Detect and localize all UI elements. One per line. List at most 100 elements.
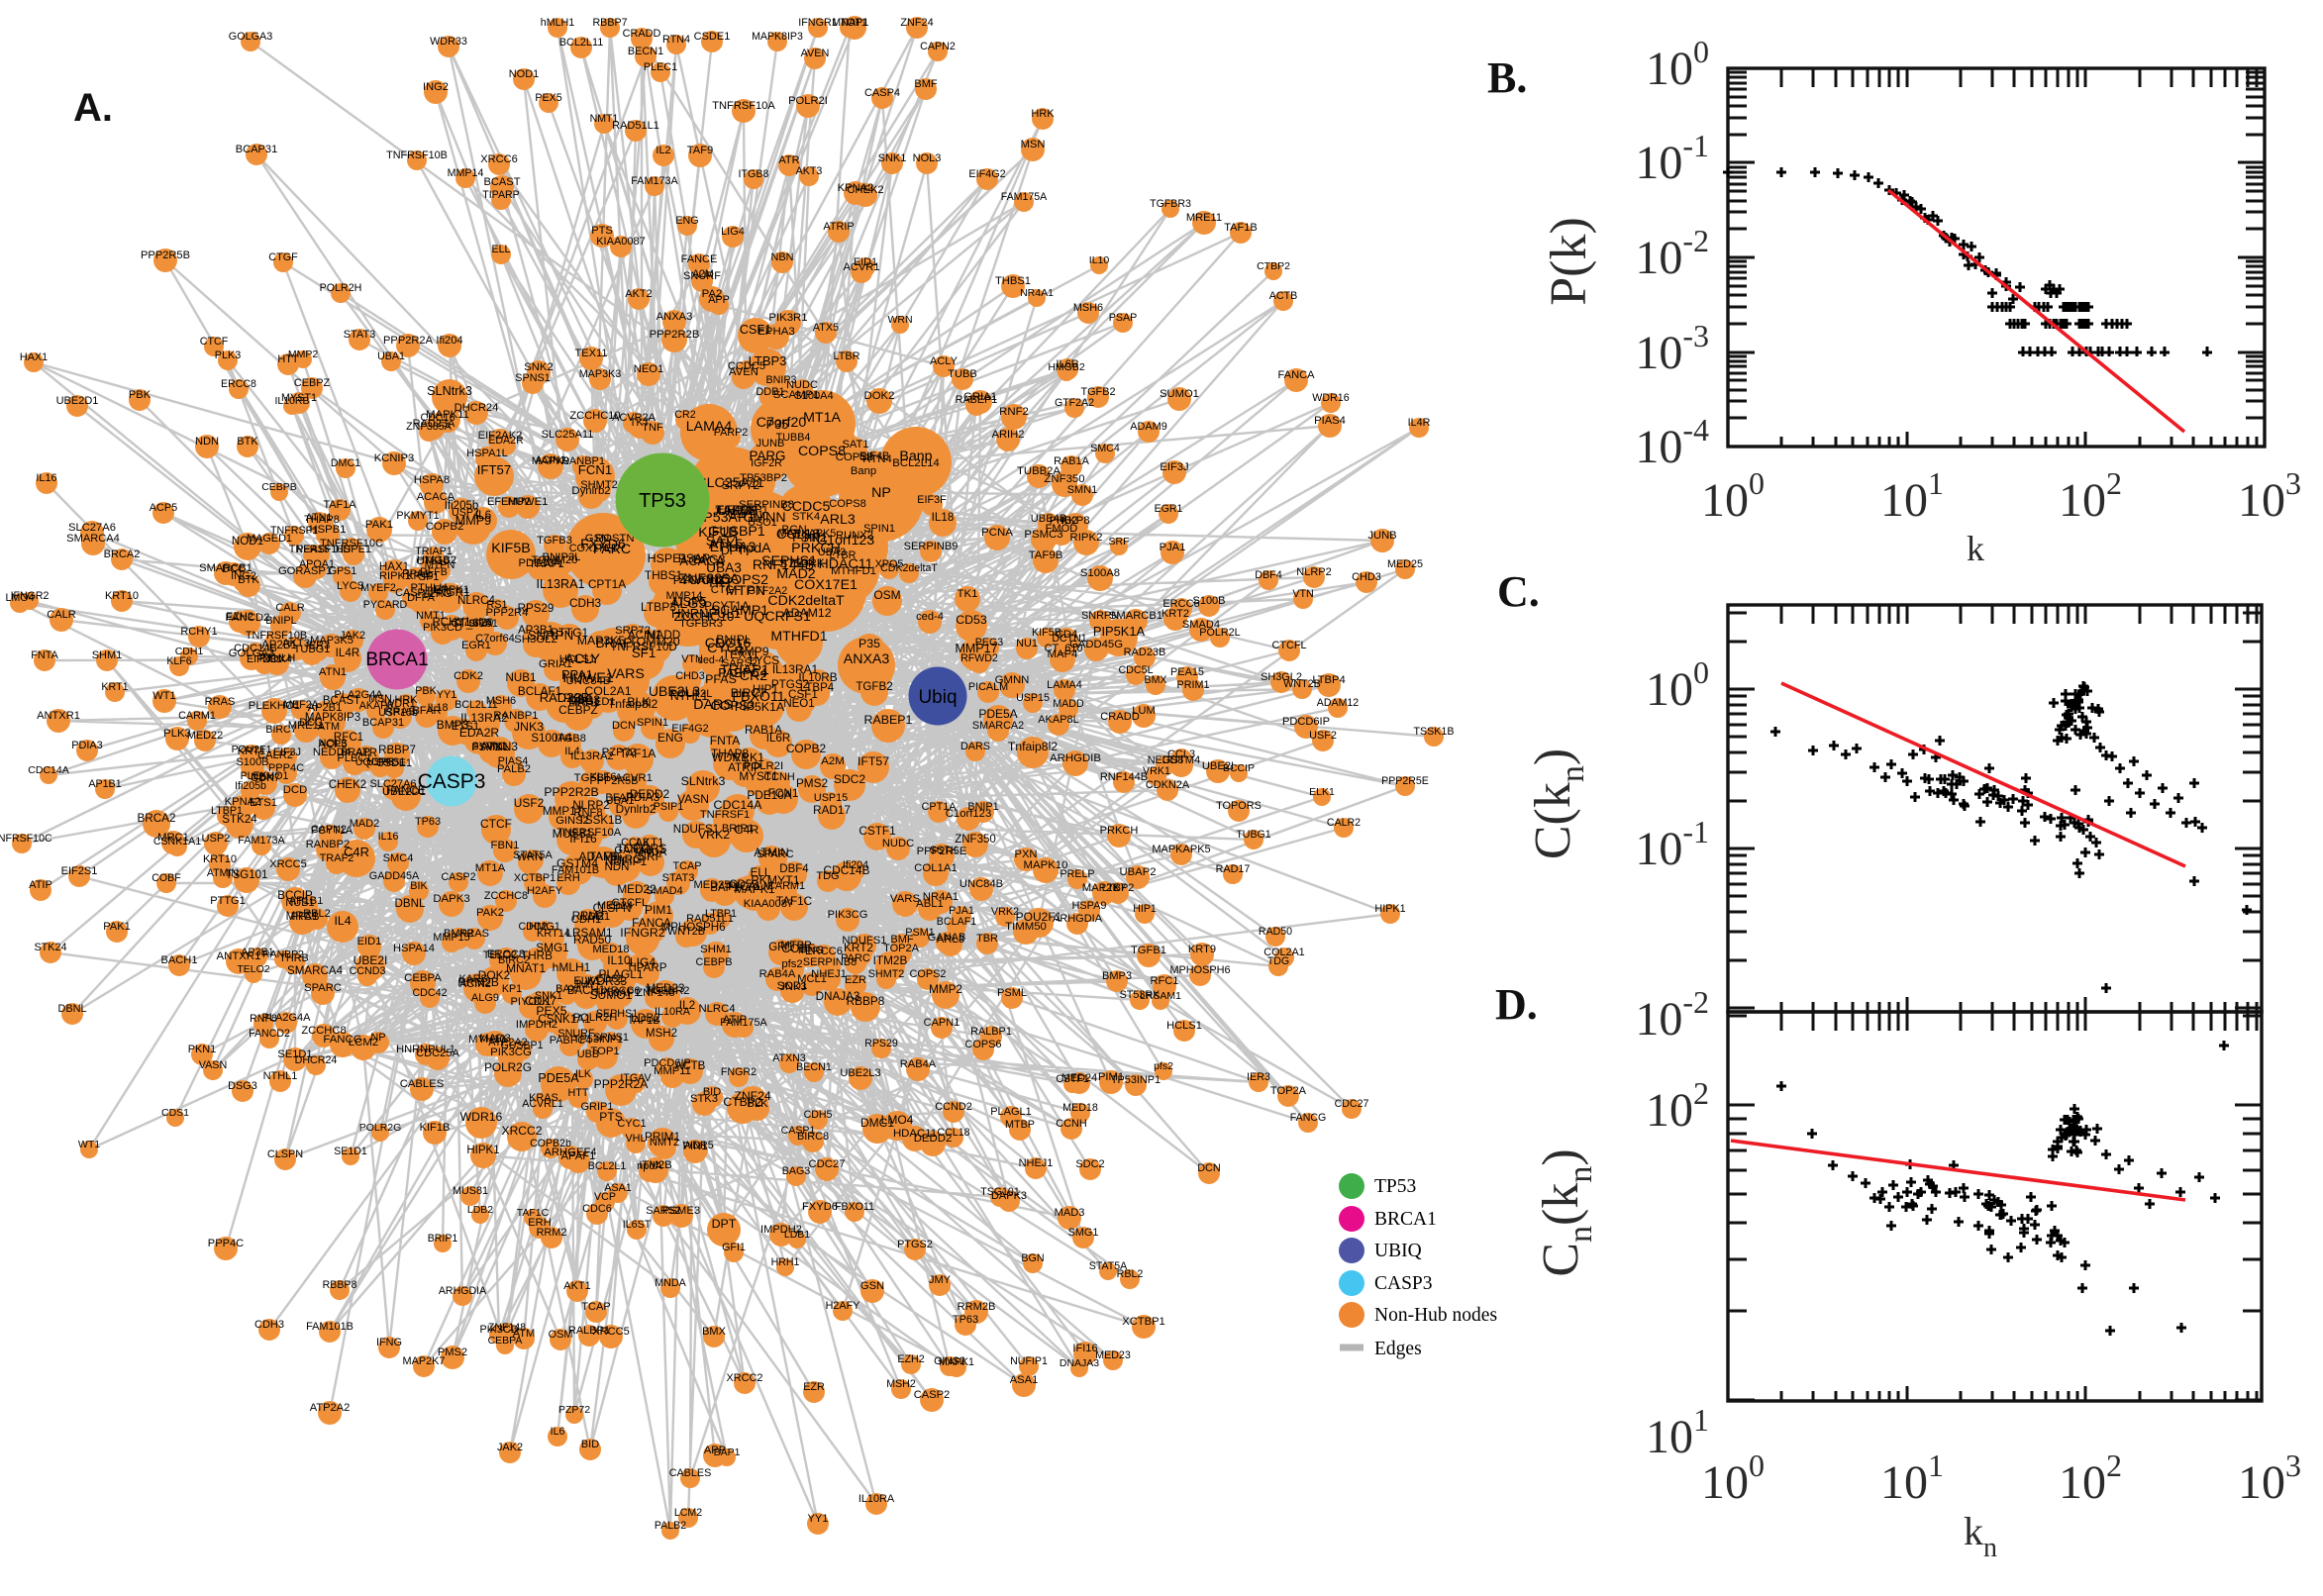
svg-text:DEDD2: DEDD2 bbox=[630, 787, 670, 801]
svg-text:RRAS: RRAS bbox=[384, 706, 415, 718]
svg-text:S100A4: S100A4 bbox=[794, 390, 833, 402]
svg-text:AKT3: AKT3 bbox=[282, 638, 310, 649]
svg-text:POLR2L: POLR2L bbox=[1199, 627, 1240, 639]
svg-text:P(k): P(k) bbox=[1541, 217, 1597, 306]
svg-text:Tnfaip8l2: Tnfaip8l2 bbox=[608, 697, 658, 711]
svg-text:PCYT1A: PCYT1A bbox=[311, 825, 354, 837]
svg-text:FBXO11: FBXO11 bbox=[835, 1201, 874, 1213]
svg-text:GSN: GSN bbox=[860, 1280, 884, 1292]
svg-text:Edges: Edges bbox=[1374, 1339, 1422, 1359]
svg-text:MRC1: MRC1 bbox=[286, 910, 319, 923]
svg-text:RRM2B: RRM2B bbox=[457, 975, 499, 989]
svg-text:ATP2A2: ATP2A2 bbox=[488, 1037, 527, 1048]
svg-text:TGFB1: TGFB1 bbox=[574, 772, 611, 784]
svg-text:PSME3: PSME3 bbox=[662, 1205, 700, 1217]
svg-text:FNGR2: FNGR2 bbox=[721, 1066, 757, 1078]
svg-text:IMPDH2: IMPDH2 bbox=[760, 1224, 802, 1236]
svg-text:PSM1: PSM1 bbox=[905, 927, 934, 939]
svg-text:CRADD: CRADD bbox=[1100, 711, 1140, 723]
svg-text:H2AFY: H2AFY bbox=[527, 885, 563, 897]
svg-text:PRKCH: PRKCH bbox=[791, 541, 841, 556]
svg-text:TUBB2A: TUBB2A bbox=[1017, 465, 1060, 477]
svg-text:ELL: ELL bbox=[491, 244, 510, 255]
svg-text:VARS: VARS bbox=[607, 666, 645, 682]
svg-text:KRT2: KRT2 bbox=[1162, 608, 1189, 620]
svg-text:HCLS1: HCLS1 bbox=[1166, 1020, 1202, 1032]
svg-text:C4R: C4R bbox=[344, 845, 369, 859]
svg-text:FCN1: FCN1 bbox=[768, 786, 799, 800]
svg-text:UNC84B: UNC84B bbox=[960, 878, 1003, 890]
svg-text:GFI1: GFI1 bbox=[722, 1242, 746, 1253]
svg-text:MAD2: MAD2 bbox=[350, 818, 380, 830]
svg-text:RFWD2: RFWD2 bbox=[960, 652, 998, 664]
svg-text:SCAMP1: SCAMP1 bbox=[773, 389, 819, 401]
svg-text:HNRNPUL1: HNRNPUL1 bbox=[396, 1044, 455, 1055]
svg-text:STAT3: STAT3 bbox=[344, 329, 376, 341]
svg-text:ced-4: ced-4 bbox=[916, 611, 944, 623]
svg-text:CDC27: CDC27 bbox=[808, 1158, 845, 1170]
svg-text:THAP8: THAP8 bbox=[304, 514, 340, 526]
svg-text:ANTXR1: ANTXR1 bbox=[37, 710, 80, 722]
svg-text:ST53RK: ST53RK bbox=[1120, 989, 1162, 1001]
svg-text:COPB2b: COPB2b bbox=[530, 1138, 571, 1149]
svg-text:OSM: OSM bbox=[873, 588, 900, 602]
svg-text:LDB1: LDB1 bbox=[582, 911, 610, 923]
svg-text:MAPK9: MAPK9 bbox=[532, 455, 570, 467]
svg-text:MEF2A: MEF2A bbox=[283, 699, 319, 711]
svg-text:APAF1: APAF1 bbox=[561, 1150, 596, 1162]
svg-text:ADAM12: ADAM12 bbox=[1317, 697, 1359, 709]
svg-text:YY1: YY1 bbox=[808, 1513, 829, 1525]
svg-text:CEBPA: CEBPA bbox=[488, 1335, 523, 1347]
svg-text:ANXA3: ANXA3 bbox=[656, 311, 693, 323]
svg-text:PPP4C: PPP4C bbox=[208, 1238, 244, 1249]
svg-text:MYST1: MYST1 bbox=[739, 769, 777, 783]
svg-text:BID: BID bbox=[703, 1086, 721, 1098]
svg-text:KIAA0087: KIAA0087 bbox=[744, 898, 793, 910]
svg-text:NMT1: NMT1 bbox=[590, 113, 619, 125]
svg-text:SERPINB8: SERPINB8 bbox=[739, 499, 794, 511]
svg-text:UNC84B: UNC84B bbox=[566, 675, 611, 687]
svg-text:NOX4: NOX4 bbox=[262, 653, 292, 665]
svg-text:PLEKHO1: PLEKHO1 bbox=[249, 700, 301, 712]
svg-text:PMS2: PMS2 bbox=[796, 776, 828, 790]
svg-text:IL16: IL16 bbox=[378, 831, 399, 843]
svg-text:BECN1: BECN1 bbox=[628, 46, 663, 57]
svg-text:BID: BID bbox=[581, 1439, 599, 1450]
svg-text:CRADD: CRADD bbox=[623, 28, 661, 40]
svg-text:MT1A: MT1A bbox=[803, 410, 841, 426]
svg-text:CYC1: CYC1 bbox=[707, 641, 745, 656]
svg-text:DAPK3: DAPK3 bbox=[433, 893, 469, 905]
svg-text:ACTB: ACTB bbox=[675, 1060, 706, 1072]
svg-text:ATMIN: ATMIN bbox=[207, 867, 239, 879]
svg-text:RBBP8: RBBP8 bbox=[323, 1279, 357, 1291]
svg-text:NEDD4: NEDD4 bbox=[313, 747, 351, 758]
svg-text:AP2B1: AP2B1 bbox=[261, 640, 297, 651]
svg-text:MSH6: MSH6 bbox=[486, 695, 516, 707]
svg-text:MSN: MSN bbox=[1021, 139, 1046, 150]
svg-text:PAK1: PAK1 bbox=[103, 921, 131, 933]
svg-text:ARL3: ARL3 bbox=[820, 512, 856, 528]
svg-text:IFNGR2: IFNGR2 bbox=[620, 926, 665, 940]
svg-text:CSNK1A1: CSNK1A1 bbox=[153, 836, 201, 848]
svg-text:HRK: HRK bbox=[1031, 108, 1055, 120]
svg-text:FBN1: FBN1 bbox=[491, 840, 520, 851]
svg-text:PALB2: PALB2 bbox=[497, 763, 531, 775]
svg-text:PEA15: PEA15 bbox=[296, 544, 330, 555]
svg-text:COL2A1: COL2A1 bbox=[584, 684, 631, 698]
svg-text:TP53: TP53 bbox=[1374, 1176, 1416, 1197]
svg-text:IL18: IL18 bbox=[428, 702, 449, 714]
svg-text:ERCC6: ERCC6 bbox=[1162, 598, 1199, 610]
svg-text:CTCFL: CTCFL bbox=[612, 897, 649, 909]
svg-text:VRK2: VRK2 bbox=[991, 906, 1019, 918]
svg-text:npdA: npdA bbox=[738, 541, 771, 556]
svg-text:COPB2: COPB2 bbox=[426, 521, 464, 533]
svg-text:SNURF: SNURF bbox=[683, 270, 721, 282]
svg-text:HUWE1: HUWE1 bbox=[508, 496, 549, 508]
svg-text:TOP1: TOP1 bbox=[590, 1046, 620, 1057]
svg-text:Ifi204: Ifi204 bbox=[436, 335, 462, 347]
svg-text:ELK1: ELK1 bbox=[1309, 786, 1335, 798]
svg-text:RAD50: RAD50 bbox=[573, 933, 611, 947]
svg-text:BCCIP: BCCIP bbox=[277, 889, 313, 902]
svg-text:SUMO1: SUMO1 bbox=[589, 988, 632, 1002]
svg-text:Tnfaip8l2: Tnfaip8l2 bbox=[1008, 740, 1058, 753]
